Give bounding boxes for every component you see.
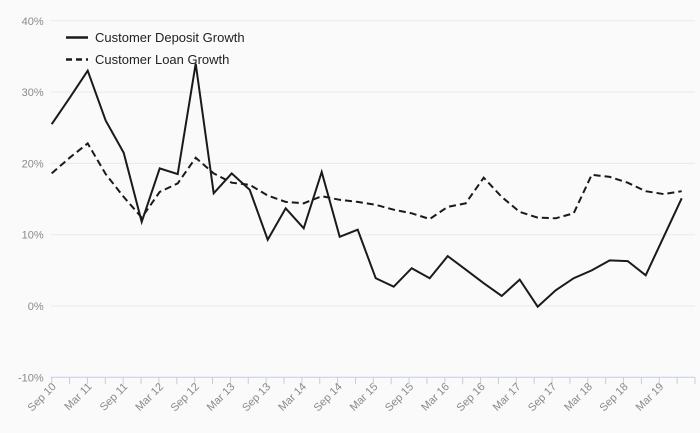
y-axis-label: -10% (18, 372, 44, 384)
legend-label-loan-growth: Customer Loan Growth (95, 51, 230, 67)
dashed-line-swatch-icon (66, 57, 88, 61)
loan-growth-line (51, 141, 682, 221)
solid-line-swatch-icon (66, 35, 88, 39)
y-axis-label: 10% (22, 230, 44, 242)
deposit-growth-line (50, 63, 683, 309)
y-axis-label: 20% (22, 158, 44, 170)
y-axis-label: 0% (28, 301, 44, 313)
legend-item-loan-growth: Customer Loan Growth (66, 48, 245, 70)
chart-legend: Customer Deposit Growth Customer Loan Gr… (66, 26, 245, 70)
y-axis-label: 30% (22, 87, 44, 99)
y-axis-label: 40% (22, 16, 44, 28)
legend-item-deposit-growth: Customer Deposit Growth (66, 26, 245, 48)
legend-label-deposit-growth: Customer Deposit Growth (95, 29, 245, 45)
